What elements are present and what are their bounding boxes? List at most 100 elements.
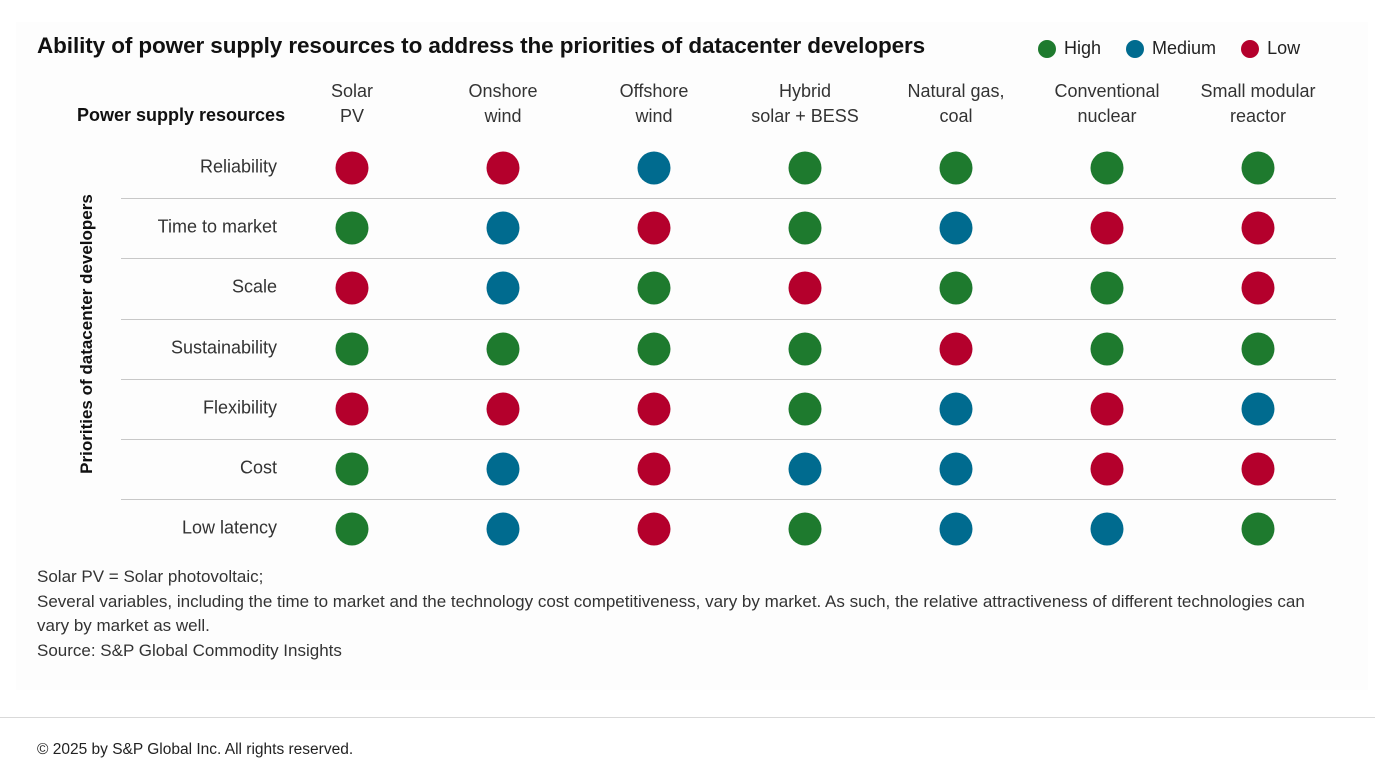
column-header-line1: Conventional <box>1054 81 1160 101</box>
rating-dot-high <box>788 392 822 426</box>
rating-dot-low <box>788 271 822 305</box>
column-header-line2: PV <box>339 106 364 126</box>
legend-item-medium: Medium <box>1126 38 1216 59</box>
rating-dot-high <box>1090 151 1124 185</box>
rating-dot-low <box>637 512 671 546</box>
rating-dot-medium <box>1241 392 1275 426</box>
rating-dot-low <box>486 151 520 185</box>
rating-dot-low <box>637 211 671 245</box>
legend-swatch-low <box>1241 39 1260 58</box>
row-label: Reliability <box>199 156 277 177</box>
rating-dot-high <box>788 151 822 185</box>
chart-notes: Solar PV = Solar photovoltaic; Several v… <box>37 565 1337 663</box>
rating-dot-high <box>939 151 973 185</box>
legend-swatch-medium <box>1126 39 1145 58</box>
rating-dot-low <box>335 271 369 305</box>
rating-dot-low <box>1241 271 1275 305</box>
rating-dot-low <box>1090 392 1124 426</box>
column-header-line2: reactor <box>1229 106 1287 126</box>
rating-dot-low <box>1241 452 1275 486</box>
rating-dot-medium <box>1090 512 1124 546</box>
rating-dot-low <box>939 332 973 366</box>
rating-dot-low <box>1090 452 1124 486</box>
rating-dot-low <box>1241 211 1275 245</box>
column-header-line1: Solar <box>330 81 374 101</box>
note-source: Source: S&P Global Commodity Insights <box>37 640 342 660</box>
column-header-line1: Natural gas, <box>907 81 1005 101</box>
note-abbreviation: Solar PV = Solar photovoltaic; <box>37 567 264 586</box>
rating-dot-medium <box>939 392 973 426</box>
row-divider <box>121 439 1336 440</box>
column-header-line1: Onshore <box>468 81 538 101</box>
column-header-line2: nuclear <box>1077 106 1137 126</box>
rating-dot-medium <box>486 271 520 305</box>
rating-dot-medium <box>939 211 973 245</box>
row-label: Low latency <box>181 517 277 538</box>
column-header-line2: solar + BESS <box>751 106 859 126</box>
legend-label-medium: Medium <box>1152 38 1217 58</box>
rating-dot-low <box>637 392 671 426</box>
rating-dot-high <box>1241 512 1275 546</box>
rating-dot-high <box>939 271 973 305</box>
rating-dot-medium <box>486 512 520 546</box>
column-header: Hybrid solar + BESS <box>730 79 880 129</box>
rating-dot-high <box>1241 151 1275 185</box>
note-disclaimer: Several variables, including the time to… <box>37 591 1305 636</box>
column-header-line1: Offshore <box>619 81 689 101</box>
column-header: Solar PV <box>277 79 427 129</box>
rating-dot-high <box>335 332 369 366</box>
rating-dot-low <box>335 151 369 185</box>
rating-dot-high <box>1090 332 1124 366</box>
rating-dot-high <box>335 512 369 546</box>
row-divider <box>121 258 1336 259</box>
rating-dot-low <box>486 392 520 426</box>
rating-dot-high <box>788 211 822 245</box>
rating-dot-high <box>1090 271 1124 305</box>
rating-dot-high <box>788 512 822 546</box>
rating-dot-medium <box>788 452 822 486</box>
rating-dot-medium <box>486 452 520 486</box>
rating-dot-low <box>1090 211 1124 245</box>
column-header: Small modular reactor <box>1183 79 1333 129</box>
row-label: Sustainability <box>170 337 277 358</box>
rating-dot-medium <box>486 211 520 245</box>
rating-dot-high <box>335 452 369 486</box>
rating-dot-medium <box>939 452 973 486</box>
legend-item-high: High <box>1038 38 1101 59</box>
row-divider <box>121 379 1336 380</box>
legend: High Medium Low <box>1038 38 1300 59</box>
rating-dot-high <box>1241 332 1275 366</box>
chart-title: Ability of power supply resources to add… <box>37 33 926 58</box>
row-divider <box>121 198 1336 199</box>
legend-label-low: Low <box>1267 38 1301 58</box>
rating-dot-medium <box>637 151 671 185</box>
column-header-line2: wind <box>484 106 522 126</box>
column-header: Offshore wind <box>579 79 729 129</box>
column-header-line1: Hybrid <box>778 81 831 101</box>
row-label: Flexibility <box>202 397 277 418</box>
row-divider <box>121 499 1336 500</box>
legend-item-low: Low <box>1241 38 1300 59</box>
copyright: © 2025 by S&P Global Inc. All rights res… <box>37 741 354 758</box>
legend-swatch-high <box>1038 39 1056 58</box>
rating-dot-high <box>637 271 671 305</box>
rating-dot-high <box>486 332 520 366</box>
rating-dot-high <box>788 332 822 366</box>
rating-dot-low <box>335 392 369 426</box>
rating-dot-high <box>335 211 369 245</box>
chart-card <box>16 22 1368 690</box>
column-header-line2: wind <box>635 106 673 126</box>
rating-dot-medium <box>939 512 973 546</box>
row-label: Time to market <box>157 216 277 237</box>
column-header: Conventional nuclear <box>1032 79 1182 129</box>
row-label: Cost <box>239 457 277 478</box>
column-header: Natural gas, coal <box>881 79 1031 129</box>
rating-dot-high <box>637 332 671 366</box>
rating-dot-low <box>637 452 671 486</box>
row-axis-label: Priorities of datacenter developers <box>77 194 96 474</box>
footer-divider <box>0 717 1375 718</box>
column-header-line2: coal <box>939 106 973 126</box>
legend-label-high: High <box>1064 38 1102 58</box>
column-header-line1: Small modular <box>1200 81 1316 101</box>
row-divider <box>121 319 1336 320</box>
